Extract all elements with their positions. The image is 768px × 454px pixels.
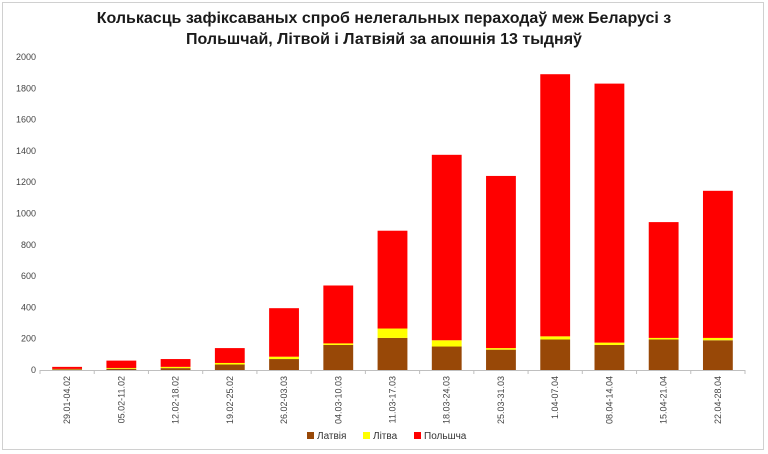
bar-segment xyxy=(486,349,516,370)
bar-segment xyxy=(540,74,571,337)
bar-segment xyxy=(486,175,516,349)
bar-segment xyxy=(323,285,354,344)
bar-segment xyxy=(269,359,299,370)
x-tick-label: 05.02-11.02 xyxy=(116,376,126,423)
x-tick-label: 18.03-24.03 xyxy=(442,376,452,424)
bar-segment xyxy=(702,190,733,338)
legend-swatch xyxy=(307,432,314,439)
bar-segment xyxy=(377,337,408,370)
x-tick-label: 19.02-25.02 xyxy=(225,376,235,424)
legend-label: Польшча xyxy=(424,431,467,442)
bar-segment xyxy=(594,344,625,370)
x-tick-label: 04.03-10.03 xyxy=(333,376,343,424)
y-tick-label: 0 xyxy=(31,365,36,375)
y-tick-label: 2000 xyxy=(16,52,36,62)
chart-frame xyxy=(2,2,764,450)
legend-swatch xyxy=(414,432,421,439)
bar-segment xyxy=(323,343,354,345)
x-tick-label: 26.02-03.03 xyxy=(279,376,289,424)
y-tick-label: 1000 xyxy=(16,209,36,219)
bar-segment xyxy=(269,308,299,357)
bar-segment xyxy=(431,346,462,370)
bar-segment xyxy=(106,368,137,370)
bar-segment xyxy=(702,337,733,341)
bar-segment xyxy=(214,364,245,370)
y-tick-label: 200 xyxy=(21,334,36,344)
legend-label: Латвія xyxy=(317,431,346,442)
bar-segment xyxy=(702,340,733,370)
bar-segment xyxy=(214,362,245,365)
bar-segment xyxy=(648,337,679,340)
x-tick-label: 08.04-14.04 xyxy=(604,376,614,424)
legend-label: Літва xyxy=(373,431,398,442)
bar-segment xyxy=(377,230,408,329)
x-tick-label: 25.03-31.03 xyxy=(496,376,506,424)
y-tick-label: 600 xyxy=(21,271,36,281)
bar-segment xyxy=(540,336,571,340)
bar-segment xyxy=(106,360,137,368)
bar-segment xyxy=(269,356,299,360)
bar-segment xyxy=(52,366,83,369)
y-tick-label: 800 xyxy=(21,240,36,250)
bar-segment xyxy=(160,368,191,370)
bar-segment xyxy=(52,369,83,370)
x-tick-label: 11.03-17.03 xyxy=(388,376,398,423)
bar-segment xyxy=(106,367,137,369)
bar-segment xyxy=(431,154,462,341)
x-tick-label: 12.02-18.02 xyxy=(171,376,181,424)
x-tick-label: 15.04-21.04 xyxy=(659,376,669,424)
x-tick-label: 29.01-04.02 xyxy=(62,376,72,424)
bar-segment xyxy=(431,340,462,347)
bar-segment xyxy=(540,339,571,370)
bar-segment xyxy=(648,339,679,370)
bar-segment xyxy=(594,83,625,343)
legend-swatch xyxy=(363,432,370,439)
y-tick-label: 1600 xyxy=(16,115,36,125)
x-tick-label: 22.04-28.04 xyxy=(713,376,723,424)
chart-title-line1: Колькасць зафіксаваных спроб нелегальных… xyxy=(96,10,672,27)
bar-segment xyxy=(377,328,408,338)
bar-segment xyxy=(594,342,625,345)
bar-segment xyxy=(214,348,245,363)
y-tick-label: 1200 xyxy=(16,177,36,187)
bar-segment xyxy=(323,344,354,370)
x-tick-label: 1.04-07.04 xyxy=(550,376,560,419)
chart-title-line2: Польшчай, Літвой і Латвіяй за апошнія 13… xyxy=(186,31,582,48)
bar-segment xyxy=(160,359,191,367)
y-tick-label: 400 xyxy=(21,302,36,312)
chart-title: Колькасць зафіксаваных спроб нелегальных… xyxy=(0,8,768,50)
y-tick-label: 1400 xyxy=(16,146,36,156)
bar-segment xyxy=(648,222,679,338)
y-tick-label: 1800 xyxy=(16,83,36,93)
bar-segment xyxy=(160,366,191,369)
bar-segment xyxy=(486,348,516,350)
